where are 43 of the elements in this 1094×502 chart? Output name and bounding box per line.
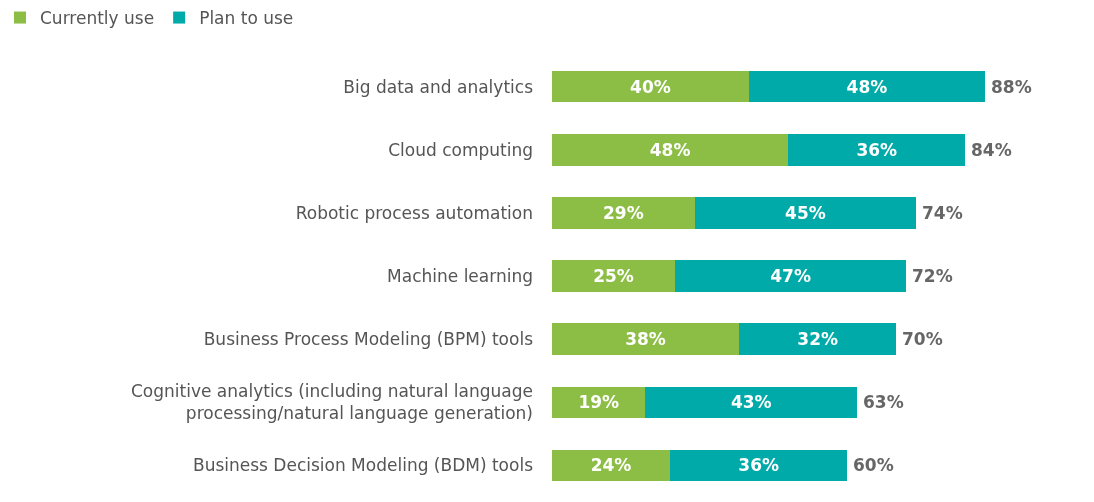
y-tick-label: Business Process Modeling (BPM) tools	[203, 329, 534, 350]
bar	[694, 197, 917, 229]
bar	[552, 70, 749, 103]
data-label: 40%	[630, 76, 671, 97]
data-label: 48%	[649, 139, 691, 160]
total-label: 60%	[853, 455, 894, 475]
data-label: 19%	[578, 392, 620, 413]
bar	[645, 386, 858, 419]
total-label: 63%	[863, 392, 904, 412]
y-tick-label: Big data and analytics	[343, 76, 534, 97]
total-label: 74%	[922, 203, 963, 223]
data-label: 25%	[593, 266, 634, 286]
data-label: 45%	[785, 202, 826, 223]
data-label: 29%	[602, 202, 644, 223]
bar	[748, 70, 985, 103]
data-label: 24%	[590, 455, 632, 476]
data-label: 48%	[846, 76, 888, 97]
data-label: 43%	[730, 392, 772, 413]
y-tick-label: Cloud computing	[388, 139, 533, 160]
bar	[552, 133, 789, 166]
data-label: 47%	[770, 266, 811, 286]
data-label: 36%	[738, 455, 780, 476]
data-label: 32%	[797, 329, 839, 350]
total-label: 70%	[902, 329, 943, 349]
bar	[738, 323, 897, 355]
total-label: 88%	[991, 77, 1032, 97]
bar	[552, 260, 676, 292]
bar	[670, 449, 848, 482]
bar	[552, 449, 671, 482]
total-label: 84%	[971, 140, 1012, 160]
bar	[552, 197, 695, 229]
bar	[552, 323, 739, 355]
y-tick-label: Robotic process automation	[295, 202, 533, 223]
y-tick-label: Machine learning	[387, 265, 533, 286]
legend-label: Plan to use	[199, 8, 294, 29]
data-label: 36%	[856, 139, 898, 160]
bar	[788, 133, 966, 166]
y-tick-label: Business Decision Modeling (BDM) tools	[192, 455, 534, 476]
y-tick-label: Cognitive analytics (including natural language processing/natural language generation)	[130, 381, 533, 424]
total-label: 72%	[912, 266, 953, 286]
legend-label: Currently use	[40, 8, 155, 29]
data-label: 38%	[625, 329, 666, 350]
bar	[675, 260, 907, 292]
